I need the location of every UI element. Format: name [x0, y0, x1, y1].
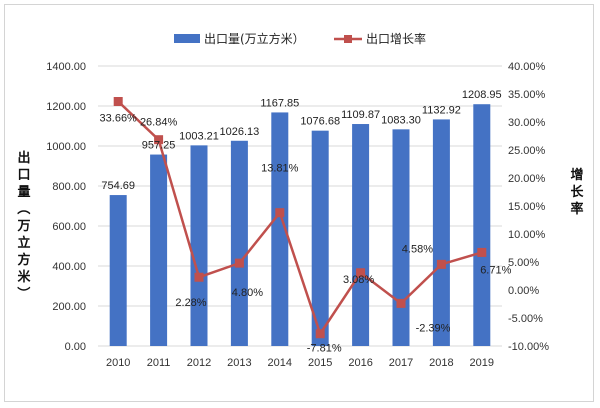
- x-tick-label: 2019: [470, 357, 494, 369]
- left-axis-title-char: ）: [15, 286, 31, 299]
- bar-data-label: 754.69: [101, 180, 135, 192]
- right-tick-label: 5.00%: [508, 257, 539, 269]
- line-marker: [275, 208, 285, 218]
- x-tick-label: 2018: [429, 357, 453, 369]
- left-axis-title-char: 米: [17, 269, 31, 285]
- x-tick-label: 2017: [389, 357, 413, 369]
- right-tick-label: 40.00%: [508, 61, 546, 73]
- left-tick-label: 0.00: [65, 341, 86, 353]
- legend-line-label: 出口增长率: [366, 31, 426, 46]
- bar: [392, 129, 410, 346]
- growth-line: [117, 100, 483, 337]
- bar: [230, 140, 248, 346]
- right-axis-title-char: 长: [570, 184, 584, 200]
- x-tick-label: 2011: [147, 357, 171, 369]
- line-marker: [154, 135, 164, 145]
- left-axis-title-char: 量: [17, 185, 30, 200]
- bar: [352, 124, 370, 346]
- bar: [150, 154, 168, 346]
- right-tick-label: 20.00%: [508, 173, 546, 185]
- right-tick-label: 35.00%: [508, 89, 546, 101]
- line-data-label: 4.58%: [402, 243, 433, 255]
- right-tick-label: -5.00%: [508, 313, 543, 325]
- x-tick-label: 2016: [348, 357, 372, 369]
- x-tick-label: 2012: [187, 357, 211, 369]
- line-data-label: 33.66%: [100, 113, 138, 125]
- left-tick-label: 1000.00: [46, 141, 86, 153]
- bar-data-label: 1083.30: [381, 114, 421, 126]
- line-marker: [356, 268, 366, 278]
- line-data-label: -7.81%: [307, 343, 342, 355]
- right-axis-title: 增长率: [570, 167, 584, 217]
- left-tick-label: 1400.00: [46, 61, 86, 73]
- right-tick-label: 15.00%: [508, 201, 546, 213]
- bar-series: [109, 104, 491, 347]
- left-axis-title-char: （: [15, 201, 31, 214]
- left-tick-label: 600.00: [52, 221, 86, 233]
- right-axis-title-char: 增: [570, 167, 583, 183]
- bar-data-label: 957.25: [142, 140, 176, 152]
- bar-data-label: 1109.87: [341, 109, 380, 121]
- left-axis-title-char: 出: [17, 150, 30, 166]
- left-axis-title-char: 立: [17, 235, 30, 251]
- bar: [432, 119, 450, 346]
- line-marker: [436, 259, 446, 269]
- line-marker: [315, 329, 325, 339]
- bar: [473, 104, 491, 347]
- line-data-label: 2.28%: [175, 297, 206, 309]
- left-tick-label: 400.00: [52, 261, 86, 273]
- bar: [109, 195, 127, 346]
- right-axis-title-char: 率: [570, 201, 583, 217]
- legend-line-marker: [344, 35, 352, 43]
- bar-data-label: 1026.13: [220, 126, 260, 138]
- legend-bar-swatch: [174, 34, 200, 43]
- line-marker: [234, 258, 244, 268]
- x-tick-label: 2010: [106, 357, 130, 369]
- bar: [190, 145, 208, 346]
- legend-bar-label: 出口量(万立方米）: [204, 31, 305, 46]
- x-tick-label: 2013: [227, 357, 251, 369]
- x-tick-label: 2015: [308, 357, 332, 369]
- left-tick-label: 200.00: [52, 301, 86, 313]
- line-marker: [113, 97, 123, 107]
- bar: [271, 112, 289, 347]
- line-marker: [396, 298, 406, 308]
- line-series: [113, 97, 487, 339]
- line-data-label: 13.81%: [261, 163, 299, 175]
- right-tick-label: 25.00%: [508, 145, 546, 157]
- line-marker: [194, 272, 204, 282]
- line-data-label: -2.39%: [416, 322, 451, 334]
- left-axis-title-char: 万: [16, 219, 30, 234]
- left-axis-title-char: 口: [17, 168, 30, 183]
- left-axis-title-char: 方: [17, 252, 30, 268]
- left-axis-ticks: 0.00 200.00 400.00 600.00 800.00 1000.00 1200.…: [46, 61, 86, 353]
- line-data-label: 3.08%: [343, 274, 374, 286]
- line-data-label: 4.80%: [232, 287, 263, 299]
- line-data-label: 26.84%: [140, 117, 178, 129]
- left-tick-label: 1200.00: [46, 101, 86, 113]
- bar: [311, 130, 329, 346]
- bar-data-label: 1167.85: [260, 97, 299, 109]
- bar-data-label: 1208.95: [462, 89, 502, 101]
- x-tick-label: 2014: [268, 357, 292, 369]
- bar-data-label: 1003.21: [179, 130, 219, 142]
- x-axis-ticks: 2010 2011 2012 2013 2014 2015 2016 2017 2018 2019: [106, 357, 494, 369]
- line-marker: [477, 247, 487, 257]
- right-tick-label: 0.00%: [508, 285, 539, 297]
- left-tick-label: 800.00: [52, 181, 86, 193]
- legend: 出口量(万立方米） 出口增长率: [174, 31, 426, 46]
- bar-data-label: 1076.68: [300, 116, 340, 128]
- left-axis-title: 出口量（ 万立方米）: [15, 150, 31, 300]
- right-tick-label: 30.00%: [508, 117, 546, 129]
- right-axis-ticks: -10.00% -5.00% 0.00% 5.00% 10.00% 15.00% 20.00…: [508, 61, 549, 353]
- line-data-labels: 33.66% 26.84% 2.28% 4.80% 13.81% -7.81% 3.08% -…: [100, 113, 512, 355]
- right-tick-label: -10.00%: [508, 341, 549, 353]
- bar-data-label: 1132.92: [422, 104, 461, 116]
- chart-frame: [4, 4, 594, 402]
- line-data-label: 6.71%: [480, 264, 511, 276]
- right-tick-label: 10.00%: [508, 229, 546, 241]
